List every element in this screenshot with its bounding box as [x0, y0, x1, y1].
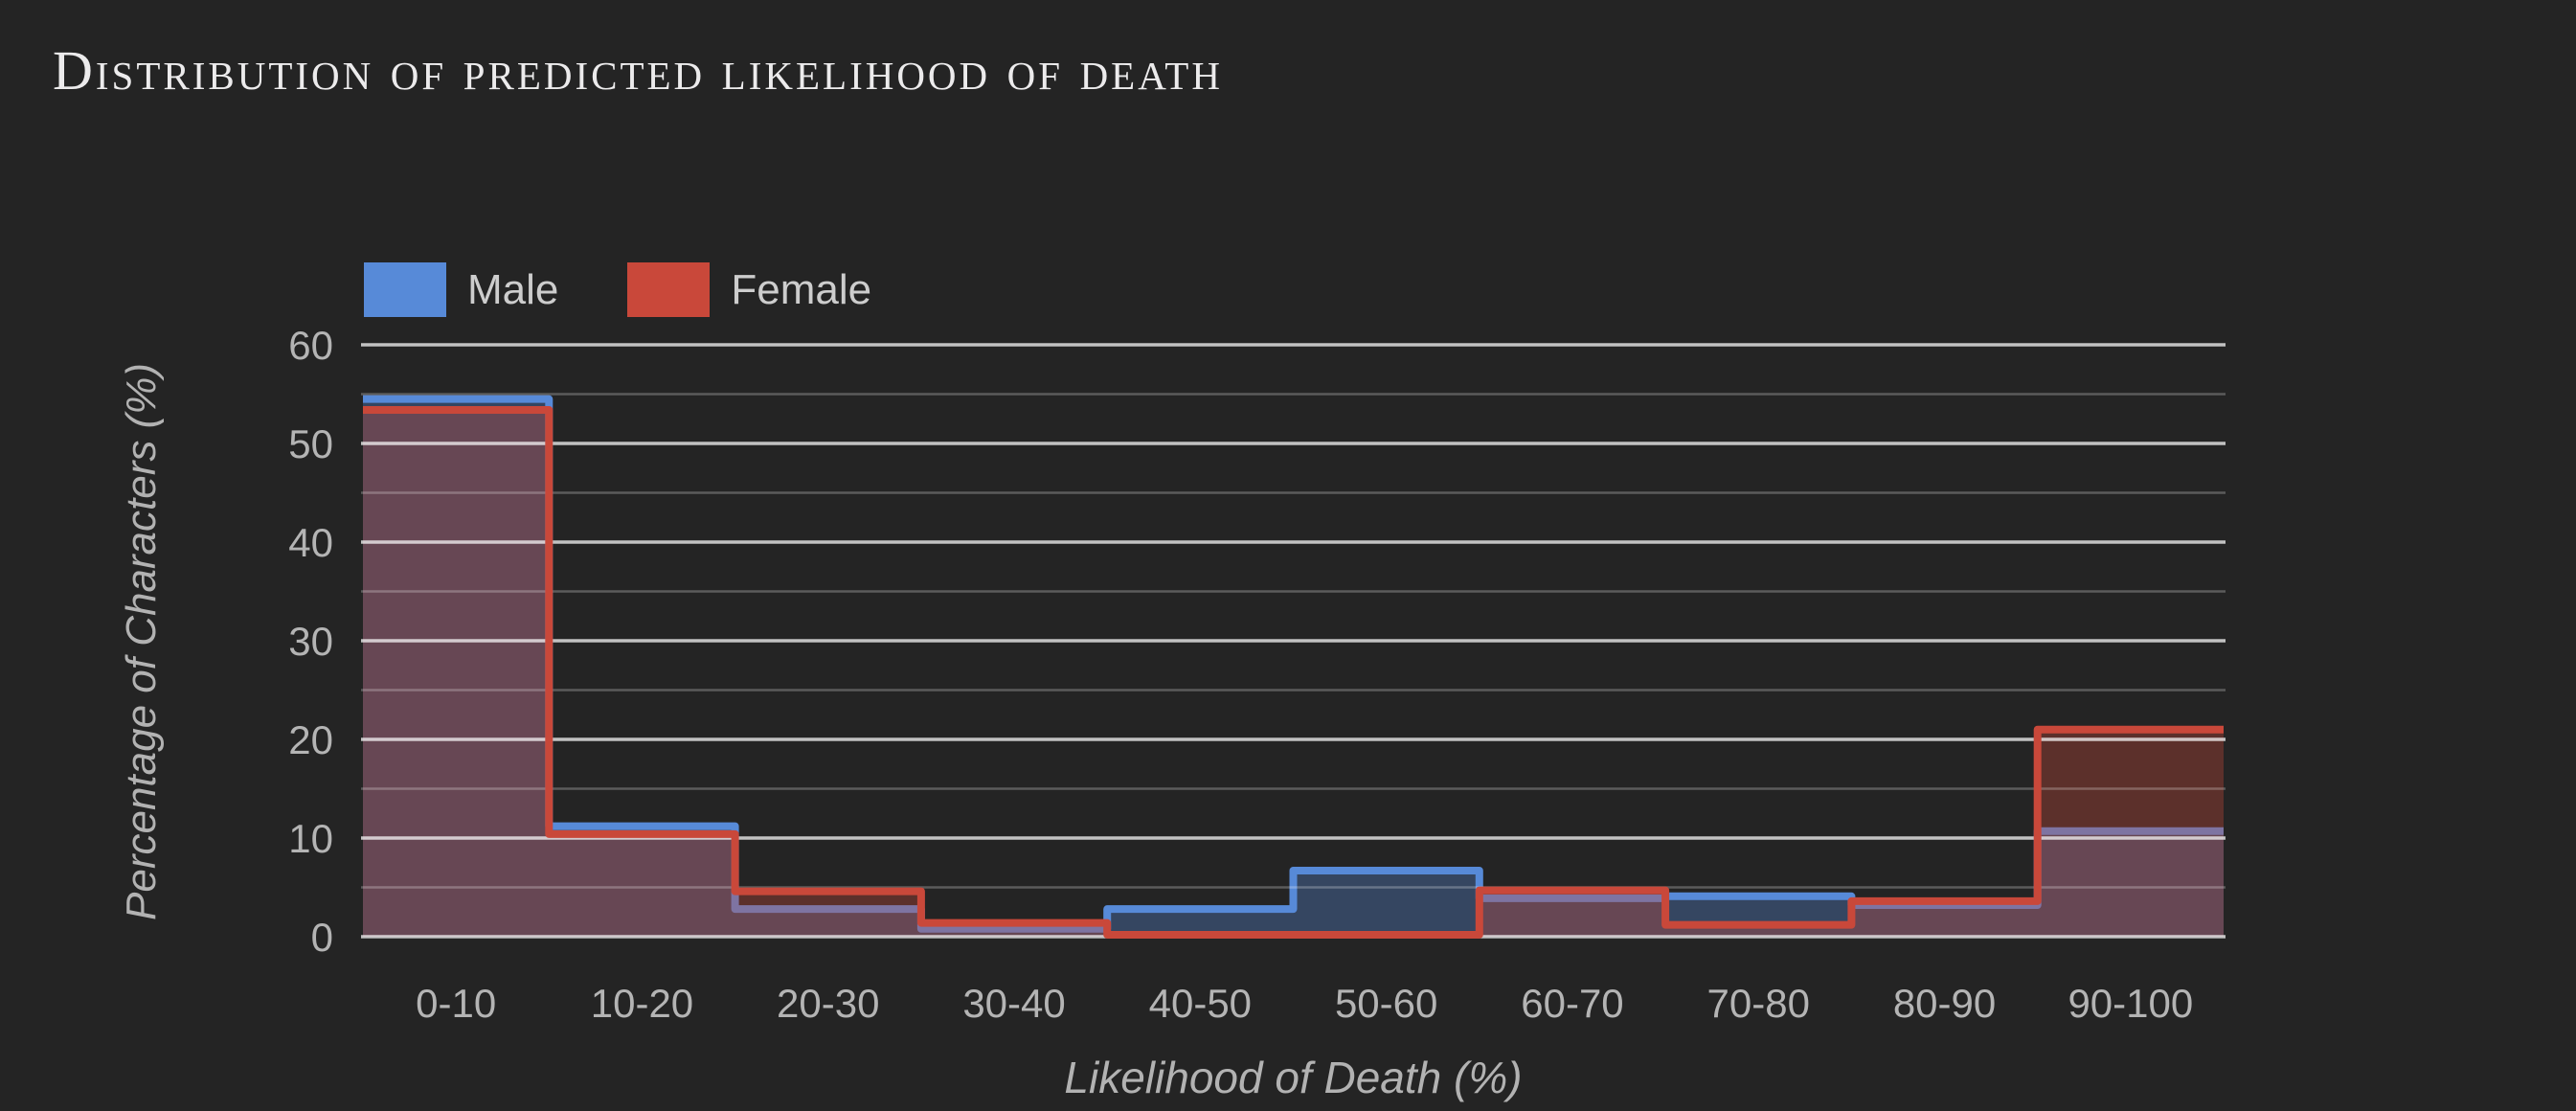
- legend-item-female[interactable]: Female: [627, 262, 871, 317]
- x-tick-label: 90-100: [2068, 981, 2193, 1026]
- legend-item-male[interactable]: Male: [364, 262, 558, 317]
- female-step-line: [363, 405, 2224, 939]
- y-tick-label: 50: [288, 421, 333, 466]
- x-tick-label: 0-10: [416, 981, 496, 1026]
- legend: Male Female: [364, 262, 871, 317]
- y-tick-label: 20: [288, 717, 333, 762]
- legend-label-male: Male: [467, 265, 559, 313]
- male-legend-swatch-icon: [364, 262, 446, 317]
- x-tick-label: 10-20: [591, 981, 693, 1026]
- female-legend-swatch-icon: [627, 262, 711, 317]
- x-tick-label: 70-80: [1707, 981, 1810, 1026]
- x-tick-label: 80-90: [1893, 981, 1996, 1026]
- y-tick-label: 0: [311, 915, 333, 960]
- y-tick-label: 30: [288, 619, 333, 664]
- y-tick-label: 40: [288, 520, 333, 565]
- y-tick-label: 10: [288, 816, 333, 861]
- female-area-fill: [363, 409, 2224, 938]
- y-tick-label: 60: [288, 323, 333, 368]
- x-tick-label: 40-50: [1149, 981, 1252, 1026]
- x-tick-label: 60-70: [1521, 981, 1623, 1026]
- gridlines: [361, 343, 2226, 939]
- page-title: Distribution of predicted likelihood of …: [53, 39, 1223, 102]
- x-tick-label: 50-60: [1335, 981, 1437, 1026]
- x-axis-title: Likelihood of Death (%): [1064, 1053, 1523, 1102]
- x-tick-label: 20-30: [777, 981, 879, 1026]
- x-tick-label: 30-40: [962, 981, 1065, 1026]
- legend-label-female: Female: [731, 265, 872, 313]
